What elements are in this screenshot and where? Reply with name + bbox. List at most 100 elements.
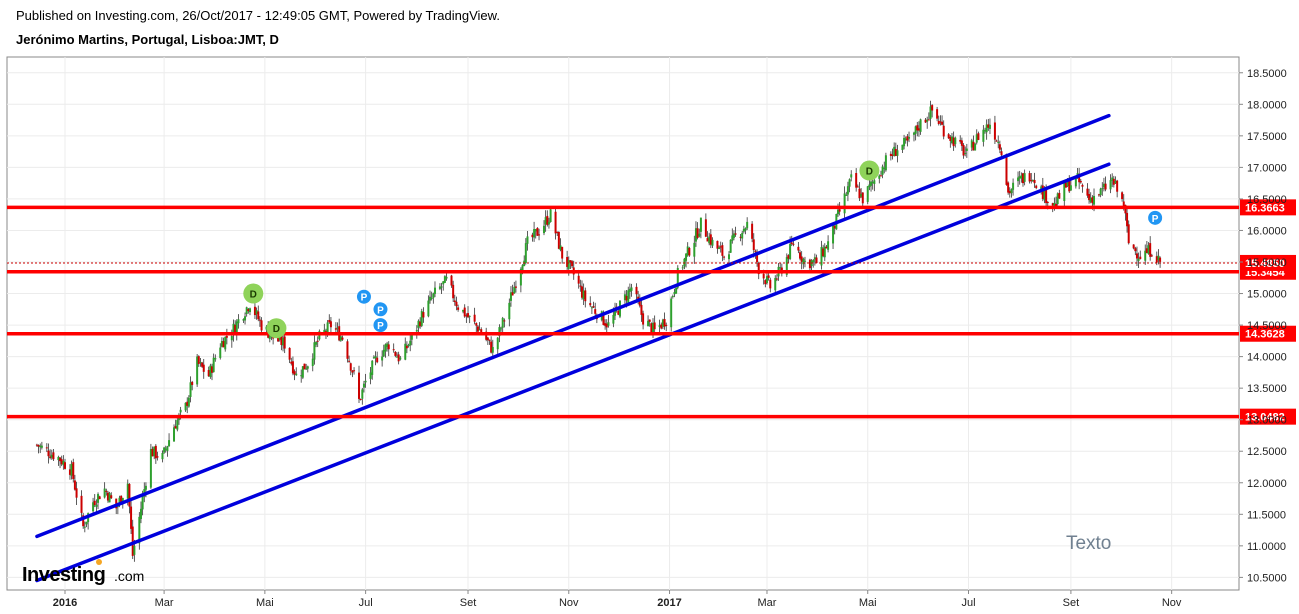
candle	[974, 142, 977, 151]
candle	[189, 376, 192, 403]
y-tick-label: 12.0000	[1247, 478, 1287, 490]
candle	[903, 134, 906, 150]
candle	[954, 136, 957, 148]
candle	[590, 306, 593, 314]
candle	[939, 115, 942, 126]
candle	[328, 314, 331, 324]
trend-line[interactable]	[35, 113, 1111, 539]
candle	[1056, 192, 1059, 206]
candle	[362, 380, 365, 393]
candle	[883, 161, 886, 174]
candle	[300, 369, 303, 383]
candle	[635, 283, 638, 300]
logo-main-text: Investing	[22, 564, 105, 586]
candle	[462, 309, 465, 314]
candle	[486, 336, 489, 345]
candle	[199, 358, 202, 367]
candle	[1007, 181, 1010, 195]
candle	[534, 228, 537, 239]
candle	[797, 241, 800, 254]
logo-dot-icon	[96, 559, 102, 565]
candle	[82, 512, 85, 529]
candle	[820, 240, 823, 270]
candle	[452, 280, 455, 302]
candle	[919, 118, 922, 135]
candle	[959, 135, 962, 144]
dividend-marker[interactable]: D	[243, 283, 264, 304]
candle	[663, 312, 666, 330]
candle	[1132, 244, 1135, 250]
candle	[960, 137, 963, 151]
candle	[496, 336, 499, 357]
candle	[950, 133, 953, 145]
candle	[975, 129, 978, 145]
candle	[103, 482, 106, 499]
candle	[1074, 177, 1077, 189]
candle	[260, 317, 263, 333]
candle	[544, 210, 547, 232]
chart-note-text[interactable]: Texto	[1066, 533, 1111, 554]
candle	[1099, 187, 1102, 198]
candle	[721, 242, 724, 262]
y-tick-label: 13.0000	[1247, 415, 1287, 427]
candle	[336, 322, 339, 333]
axis-layer: 18.5000 18.0000 17.5000 17.0000 16.5000 16.00…	[53, 68, 1287, 609]
candle	[72, 458, 75, 483]
trend-line[interactable]	[35, 162, 1111, 583]
candle	[547, 217, 550, 229]
candle	[843, 186, 846, 221]
candle	[349, 362, 352, 376]
candle	[917, 121, 920, 137]
candle	[673, 288, 676, 298]
last-price-label-box	[1240, 254, 1296, 271]
y-tick-label: 11.5000	[1247, 509, 1286, 521]
candle	[970, 138, 973, 152]
candle	[40, 441, 43, 450]
candle	[881, 164, 884, 179]
candle	[463, 304, 466, 318]
candle	[962, 143, 965, 159]
candle	[556, 231, 559, 237]
candle	[1086, 183, 1089, 198]
dividend-marker[interactable]: D	[266, 318, 287, 339]
candle	[896, 144, 899, 163]
candle	[661, 318, 664, 330]
event-marker[interactable]: P	[373, 318, 388, 333]
candle	[258, 316, 261, 327]
candle	[225, 328, 228, 345]
dividend-marker[interactable]: D	[859, 160, 880, 181]
candle	[442, 281, 445, 291]
event-marker[interactable]: P	[356, 289, 371, 304]
candle	[1081, 183, 1084, 193]
candle	[549, 206, 552, 223]
candle	[457, 304, 460, 312]
candle	[245, 306, 248, 317]
candle	[394, 351, 397, 358]
candle	[432, 292, 435, 304]
candle	[453, 294, 456, 306]
candle	[68, 464, 71, 480]
candle	[374, 351, 377, 366]
candle	[732, 230, 735, 241]
candle	[450, 274, 453, 288]
candle	[353, 367, 356, 375]
candle	[166, 445, 169, 457]
event-circle-icon	[356, 289, 371, 304]
candle	[465, 313, 468, 323]
candle	[97, 492, 100, 510]
event-marker[interactable]: P	[1148, 210, 1163, 225]
candle	[257, 305, 260, 322]
candle	[832, 223, 835, 249]
candle	[731, 228, 734, 244]
y-tick-label: 14.5000	[1247, 320, 1287, 332]
candle	[212, 353, 215, 373]
candle	[787, 254, 790, 264]
candle	[685, 253, 688, 268]
candle	[861, 192, 864, 207]
event-marker[interactable]: P	[373, 302, 388, 317]
candle	[232, 319, 235, 342]
candle	[1149, 236, 1152, 261]
candle	[775, 274, 778, 282]
candle	[219, 343, 222, 360]
